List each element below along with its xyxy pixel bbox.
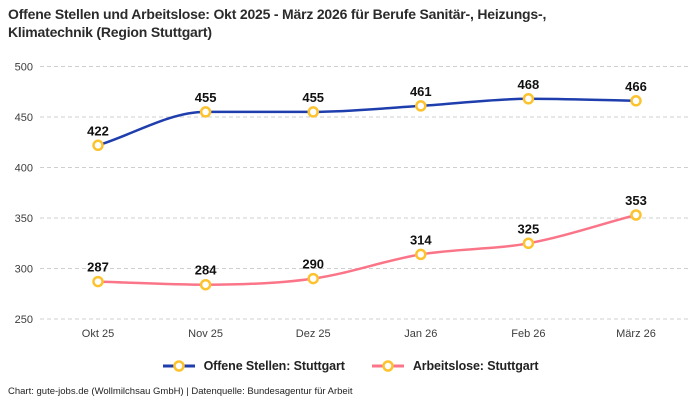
data-point-marker-arbeitslose-stuttgart[interactable] (307, 272, 319, 285)
y-tick-label: 250 (15, 314, 33, 326)
chart-title: Offene Stellen und Arbeitslose: Okt 2025… (8, 6, 547, 41)
data-point-label: 314 (410, 232, 432, 247)
y-tick-label: 450 (15, 112, 33, 124)
legend-label: Arbeitslose: Stuttgart (412, 359, 539, 373)
data-point-label: 325 (518, 221, 540, 236)
data-point-label: 284 (195, 263, 217, 278)
data-point-marker-offene-stellen-stuttgart[interactable] (199, 106, 212, 118)
x-tick-label: Jan 26 (404, 328, 437, 340)
data-point-marker-arbeitslose-stuttgart[interactable] (630, 209, 642, 221)
data-point-label: 461 (410, 84, 432, 99)
x-tick-label: Nov 25 (188, 328, 223, 340)
data-point-label: 287 (87, 260, 109, 275)
data-point-marker-arbeitslose-stuttgart[interactable] (522, 237, 535, 250)
data-point-marker-arbeitslose-stuttgart[interactable] (92, 275, 104, 288)
y-tick-label: 400 (15, 162, 33, 174)
data-point-label: 290 (302, 257, 324, 272)
x-tick-label: Okt 25 (82, 328, 114, 340)
data-point-marker-arbeitslose-stuttgart[interactable] (415, 248, 427, 261)
data-point-label: 353 (625, 193, 647, 208)
chart-legend: Offene Stellen: Stuttgart Arbeitslose: S… (0, 359, 700, 373)
legend-item-offene-stellen[interactable]: Offene Stellen: Stuttgart (162, 359, 345, 373)
data-point-label: 455 (195, 90, 217, 105)
legend-line-marker-icon (162, 360, 195, 372)
x-tick-label: Feb 26 (511, 328, 545, 340)
data-point-label: 468 (518, 77, 540, 92)
data-point-marker-offene-stellen-stuttgart[interactable] (630, 95, 642, 107)
chart-attribution: Chart: gute-jobs.de (Wollmilchsau GmbH) … (8, 386, 353, 397)
x-tick-label: Dez 25 (296, 328, 331, 340)
data-point-marker-offene-stellen-stuttgart[interactable] (307, 106, 319, 118)
legend-item-arbeitslose[interactable]: Arbeitslose: Stuttgart (371, 359, 539, 373)
legend-line-marker-icon (371, 360, 404, 372)
x-tick-label: März 26 (616, 328, 656, 340)
y-tick-label: 500 (15, 61, 33, 73)
y-tick-label: 350 (15, 213, 33, 225)
series-line-arbeitslose-stuttgart (96, 213, 638, 286)
line-chart-plot-area[interactable]: 250 300 350 400 450 500 Okt 25 Nov 25 Dez 25 Jan … (0, 0, 700, 352)
data-point-label: 466 (625, 79, 647, 94)
data-point-marker-offene-stellen-stuttgart[interactable] (92, 139, 104, 152)
series-line-offene-stellen-stuttgart (96, 97, 638, 147)
legend-label: Offene Stellen: Stuttgart (203, 359, 345, 373)
data-point-marker-offene-stellen-stuttgart[interactable] (415, 100, 427, 112)
y-tick-label: 300 (15, 263, 33, 275)
data-point-marker-offene-stellen-stuttgart[interactable] (522, 93, 535, 105)
data-point-label: 422 (87, 123, 109, 138)
data-point-label: 455 (302, 90, 324, 105)
data-point-marker-arbeitslose-stuttgart[interactable] (199, 278, 212, 291)
